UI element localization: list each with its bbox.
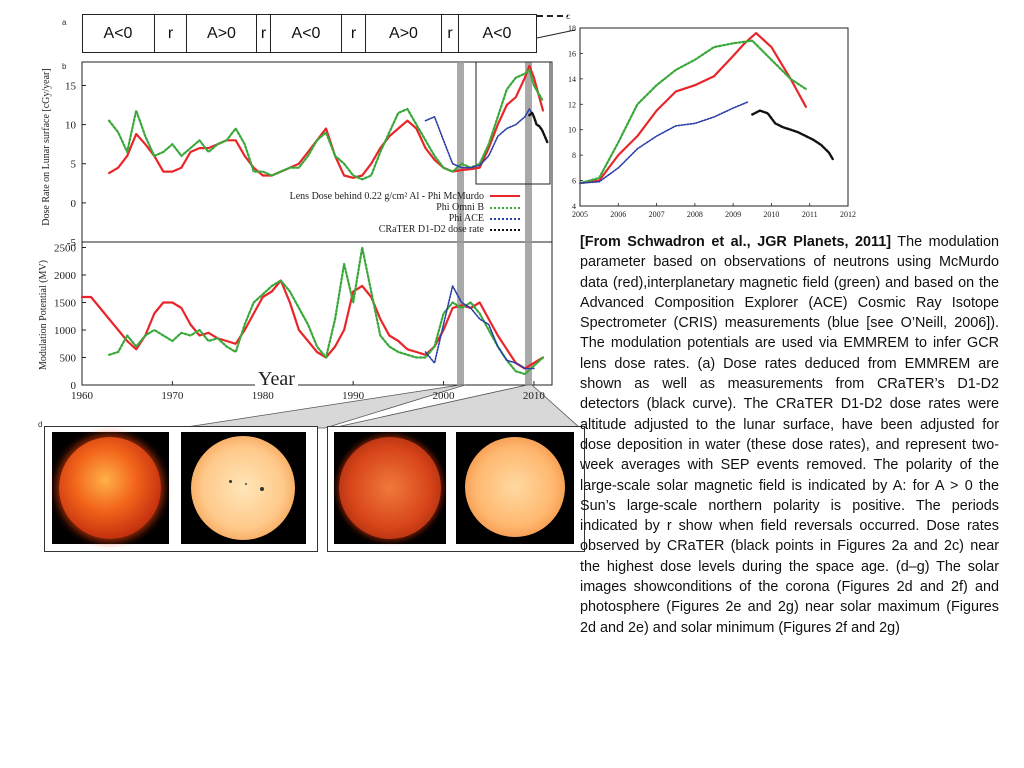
tick-label: 1500 (54, 298, 77, 310)
tick-label: 6 (572, 177, 576, 186)
series-line (107, 68, 545, 181)
legend-swatch (490, 228, 520, 231)
legend: Lens Dose behind 0.22 g/cm² Al - Phi McM… (190, 190, 520, 235)
tick-label: 2000 (433, 390, 456, 402)
panel-tag-b: b (62, 62, 67, 71)
sun-image-corona-min (334, 432, 446, 544)
tick-label: 1970 (161, 390, 184, 402)
sun-disk (191, 436, 295, 540)
figure-caption: [From Schwadron et al., JGR Planets, 201… (580, 232, 999, 638)
sun-disk (59, 437, 161, 539)
legend-label: CRaTER D1-D2 dose rate (378, 224, 484, 235)
series-line (80, 279, 545, 370)
tick-label: 2008 (687, 210, 703, 219)
series-line (107, 246, 545, 376)
legend-swatch (490, 195, 520, 197)
legend-entry: Phi Omni B (190, 202, 520, 213)
legend-swatch (490, 206, 520, 209)
series-line (528, 111, 549, 144)
tick-label: 2006 (610, 210, 626, 219)
tick-label: 2005 (572, 210, 588, 219)
tick-label: 16 (568, 49, 576, 58)
series-line (579, 100, 750, 184)
series-line (578, 39, 808, 185)
zoom-connector (536, 29, 576, 39)
figure-canvas: -5 0 5 10 15 0 500 1000 1500 2000 2500 1960 1970 1980… (54, 15, 856, 429)
tick-label: 2010 (523, 390, 546, 402)
tick-label: 1000 (54, 325, 77, 337)
tick-label: 0 (71, 198, 77, 210)
legend-label: Lens Dose behind 0.22 g/cm² Al - Phi McM… (289, 190, 484, 202)
tick-label: 2007 (649, 210, 665, 219)
polarity-cell: A>0 (366, 14, 442, 53)
legend-label: Phi Omni B (436, 202, 484, 213)
tick-label: -5 (67, 237, 77, 249)
tick-label: 18 (568, 24, 576, 33)
legend-entry: Lens Dose behind 0.22 g/cm² Al - Phi McM… (190, 190, 520, 202)
sunspot (229, 480, 232, 483)
series-line (578, 31, 808, 185)
legend-entry: CRaTER D1-D2 dose rate (190, 224, 520, 235)
caption-body: The modulation parameter based on observ… (580, 234, 1000, 636)
tick-label: 12 (568, 100, 576, 109)
caption-citation: [From Schwadron et al., JGR Planets, 201… (580, 234, 892, 250)
sun-disk (465, 437, 565, 537)
tick-label: 15 (65, 80, 77, 92)
highlight-band-max (457, 62, 464, 385)
legend-label: Phi ACE (448, 213, 484, 224)
polarity-cell: A<0 (82, 14, 155, 53)
tick-label: 2009 (725, 210, 741, 219)
panel-tag-a: a (62, 18, 67, 27)
sun-image-photosphere-max (181, 432, 306, 544)
tick-label: 2000 (54, 270, 77, 282)
polarity-bar (82, 14, 537, 53)
tick-label: 2500 (54, 243, 77, 255)
tick-label: 2011 (802, 210, 818, 219)
tick-label: 0 (71, 380, 77, 392)
legend-swatch (490, 217, 520, 220)
sunspot (245, 483, 247, 485)
tick-label: 1990 (342, 390, 365, 402)
tick-label: 14 (568, 75, 576, 84)
sun-image-photosphere-min (456, 432, 574, 544)
tick-label: 10 (65, 120, 77, 132)
polarity-cell: r (442, 14, 459, 53)
tick-label: 500 (60, 353, 77, 365)
panel-tag-d: d (38, 420, 43, 429)
tick-label: 1980 (252, 390, 275, 402)
zoom-box (475, 61, 551, 185)
tick-label: 4 (572, 202, 576, 211)
polarity-cell: A<0 (271, 14, 342, 53)
tick-label: 8 (572, 151, 576, 160)
polarity-cell: r (257, 14, 271, 53)
tick-label: 10 (568, 126, 576, 135)
sunspot (260, 487, 264, 491)
highlight-band-min (525, 62, 532, 385)
modulation-plot-frame (81, 241, 553, 386)
polarity-cell: r (155, 14, 187, 53)
tick-label: 5 (71, 159, 77, 171)
sun-image-corona-max (52, 432, 169, 544)
legend-entry: Phi ACE (190, 213, 520, 224)
series-line (751, 109, 834, 161)
sun-disk (339, 437, 441, 539)
polarity-cell: A<0 (482, 24, 512, 42)
polarity-cell: A>0 (187, 14, 257, 53)
series-line (424, 108, 535, 169)
series-line (424, 285, 535, 370)
zoom-plot-frame (579, 27, 849, 207)
sun-connector-max (179, 384, 466, 429)
tick-label: 1960 (71, 390, 94, 402)
polarity-cell: r (342, 14, 366, 53)
series-line (107, 64, 545, 179)
tick-label: 2010 (763, 210, 779, 219)
tick-label: 2012 (840, 210, 856, 219)
year-label: Year (255, 368, 298, 391)
